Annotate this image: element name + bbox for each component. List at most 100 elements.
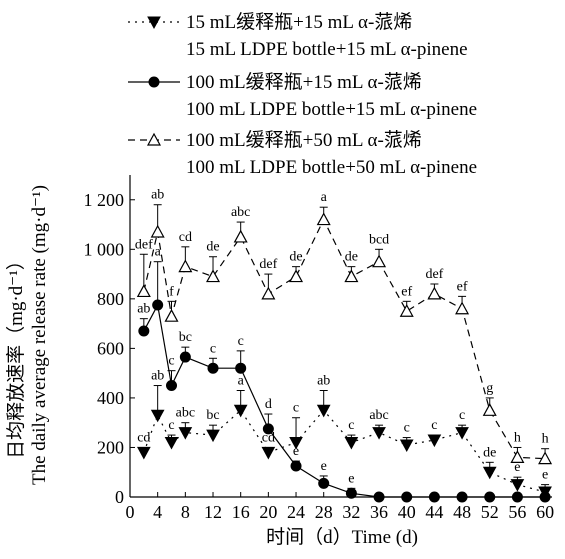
significance-label: ef <box>401 284 412 299</box>
y-tick-label: 1 000 <box>84 239 125 259</box>
y-tick-label: 0 <box>115 487 124 507</box>
data-point <box>372 427 386 440</box>
significance-label: de <box>289 250 302 265</box>
legend-label-en: 100 mL LDPE bottle+15 mL α-pinene <box>186 99 477 120</box>
significance-label: a <box>155 245 162 260</box>
data-point <box>510 479 525 492</box>
data-point <box>207 362 219 374</box>
y-axis-title-en: The daily average release rate (mg·d⁻¹) <box>29 185 50 485</box>
y-tick-label: 1 200 <box>84 190 125 210</box>
data-point <box>261 446 276 460</box>
x-tick-label: 52 <box>481 502 499 522</box>
series-layer <box>136 204 553 503</box>
data-point <box>289 269 304 283</box>
data-point <box>150 409 165 423</box>
data-point <box>152 299 164 311</box>
y-axis-title-cn: 日均释放速率（mg·d⁻¹） <box>5 251 27 459</box>
data-point <box>166 380 178 392</box>
significance-label: def <box>135 237 153 252</box>
series-1 <box>136 385 552 500</box>
tick-layer: 0 4 8 12 16 20 24 28 32 36 40 44 48 52 56 6002004006008… <box>84 190 555 522</box>
significance-label: de <box>483 445 496 460</box>
data-point <box>510 450 525 463</box>
data-point <box>150 224 165 238</box>
x-tick-label: 40 <box>398 502 416 522</box>
x-tick-label: 32 <box>342 502 360 522</box>
significance-label: a <box>321 190 328 205</box>
data-point <box>178 427 193 440</box>
data-point <box>179 351 191 363</box>
legend-item-3: 100 mL缓释瓶+50 mL α-蒎烯 100 mL LDPE bottle+5… <box>128 129 477 178</box>
significance-label: a <box>238 373 245 388</box>
legend-marker <box>148 76 160 88</box>
data-point <box>178 259 193 273</box>
data-point <box>345 487 357 499</box>
significance-label: abc <box>231 205 250 220</box>
series-2 <box>138 261 551 503</box>
significance-label: cd <box>179 230 192 245</box>
x-tick-label: 20 <box>259 502 277 522</box>
data-point <box>484 491 496 503</box>
legend-item-1: 15 mL缓释瓶+15 mL α-蒎烯 15 mL LDPE bottle+15 … <box>128 11 468 60</box>
data-point <box>482 403 497 416</box>
data-point <box>318 477 330 489</box>
legend: 15 mL缓释瓶+15 mL α-蒎烯 15 mL LDPE bottle+15 … <box>128 11 477 178</box>
legend-label-cn: 100 mL缓释瓶+15 mL α-蒎烯 <box>186 71 422 93</box>
data-point <box>206 269 221 283</box>
significance-label: c <box>459 408 465 423</box>
legend-label-cn: 100 mL缓释瓶+50 mL α-蒎烯 <box>186 129 422 151</box>
significance-label: c <box>293 401 299 416</box>
data-point <box>136 284 151 298</box>
x-tick-label: 0 <box>126 502 135 522</box>
data-point <box>372 254 387 268</box>
significance-label: c <box>168 354 174 369</box>
significance-label: f <box>169 284 174 299</box>
significance-label: c <box>431 418 437 433</box>
data-point <box>344 437 359 450</box>
significance-label: cd <box>262 430 275 445</box>
legend-item-2: 100 mL缓释瓶+15 mL α-蒎烯 100 mL LDPE bottle+1… <box>128 71 477 120</box>
significance-label: de <box>345 250 358 265</box>
data-point <box>233 404 248 418</box>
data-point <box>455 427 469 440</box>
significance-label: def <box>425 267 443 282</box>
significance-label: bc <box>179 330 192 345</box>
significance-label: ab <box>137 302 150 317</box>
significance-label: ab <box>151 369 164 384</box>
data-point <box>138 325 150 337</box>
significance-label: bcd <box>369 232 389 247</box>
significance-label: abc <box>176 406 195 421</box>
data-point <box>290 460 302 472</box>
data-point <box>235 362 247 374</box>
data-point <box>136 446 151 460</box>
data-point <box>455 301 470 315</box>
significance-label: h <box>542 432 549 447</box>
significance-label: c <box>210 341 216 356</box>
significance-label: d <box>265 397 272 412</box>
data-point <box>206 429 220 443</box>
significance-label: c <box>404 421 410 436</box>
legend-label-cn: 15 mL缓释瓶+15 mL α-蒎烯 <box>186 11 412 33</box>
data-point <box>539 491 551 503</box>
significance-label: ef <box>457 279 468 294</box>
significance-label: e <box>542 468 548 483</box>
legend-label-en: 15 mL LDPE bottle+15 mL α-pinene <box>186 39 468 60</box>
x-tick-label: 44 <box>425 502 443 522</box>
x-tick-label: 24 <box>287 502 305 522</box>
significance-label: c <box>168 418 174 433</box>
significance-label: cd <box>137 430 150 445</box>
data-point <box>401 491 413 503</box>
data-point <box>344 269 359 283</box>
significance-label: e <box>514 460 520 475</box>
data-point <box>164 437 179 450</box>
data-point <box>289 437 303 450</box>
significance-label: c <box>238 334 244 349</box>
data-point <box>233 229 248 243</box>
significance-label: def <box>259 257 277 272</box>
data-point <box>316 212 331 226</box>
x-tick-label: 56 <box>508 502 526 522</box>
data-point <box>511 491 523 503</box>
x-tick-label: 28 <box>315 502 333 522</box>
data-point <box>399 303 414 317</box>
